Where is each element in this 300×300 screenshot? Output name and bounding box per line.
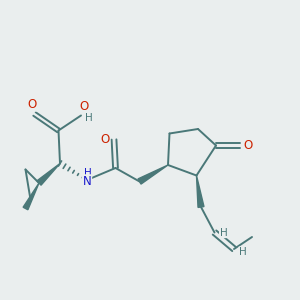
Polygon shape [196,176,204,207]
Polygon shape [138,165,168,184]
Polygon shape [23,183,39,210]
Text: O: O [28,98,37,111]
Text: H: H [84,168,92,178]
Text: H: H [85,113,92,123]
Polygon shape [37,164,60,185]
Text: O: O [80,100,88,113]
Text: O: O [243,139,252,152]
Text: O: O [100,133,109,146]
Text: H: H [220,227,227,238]
Text: H: H [239,247,247,257]
Text: N: N [82,175,91,188]
